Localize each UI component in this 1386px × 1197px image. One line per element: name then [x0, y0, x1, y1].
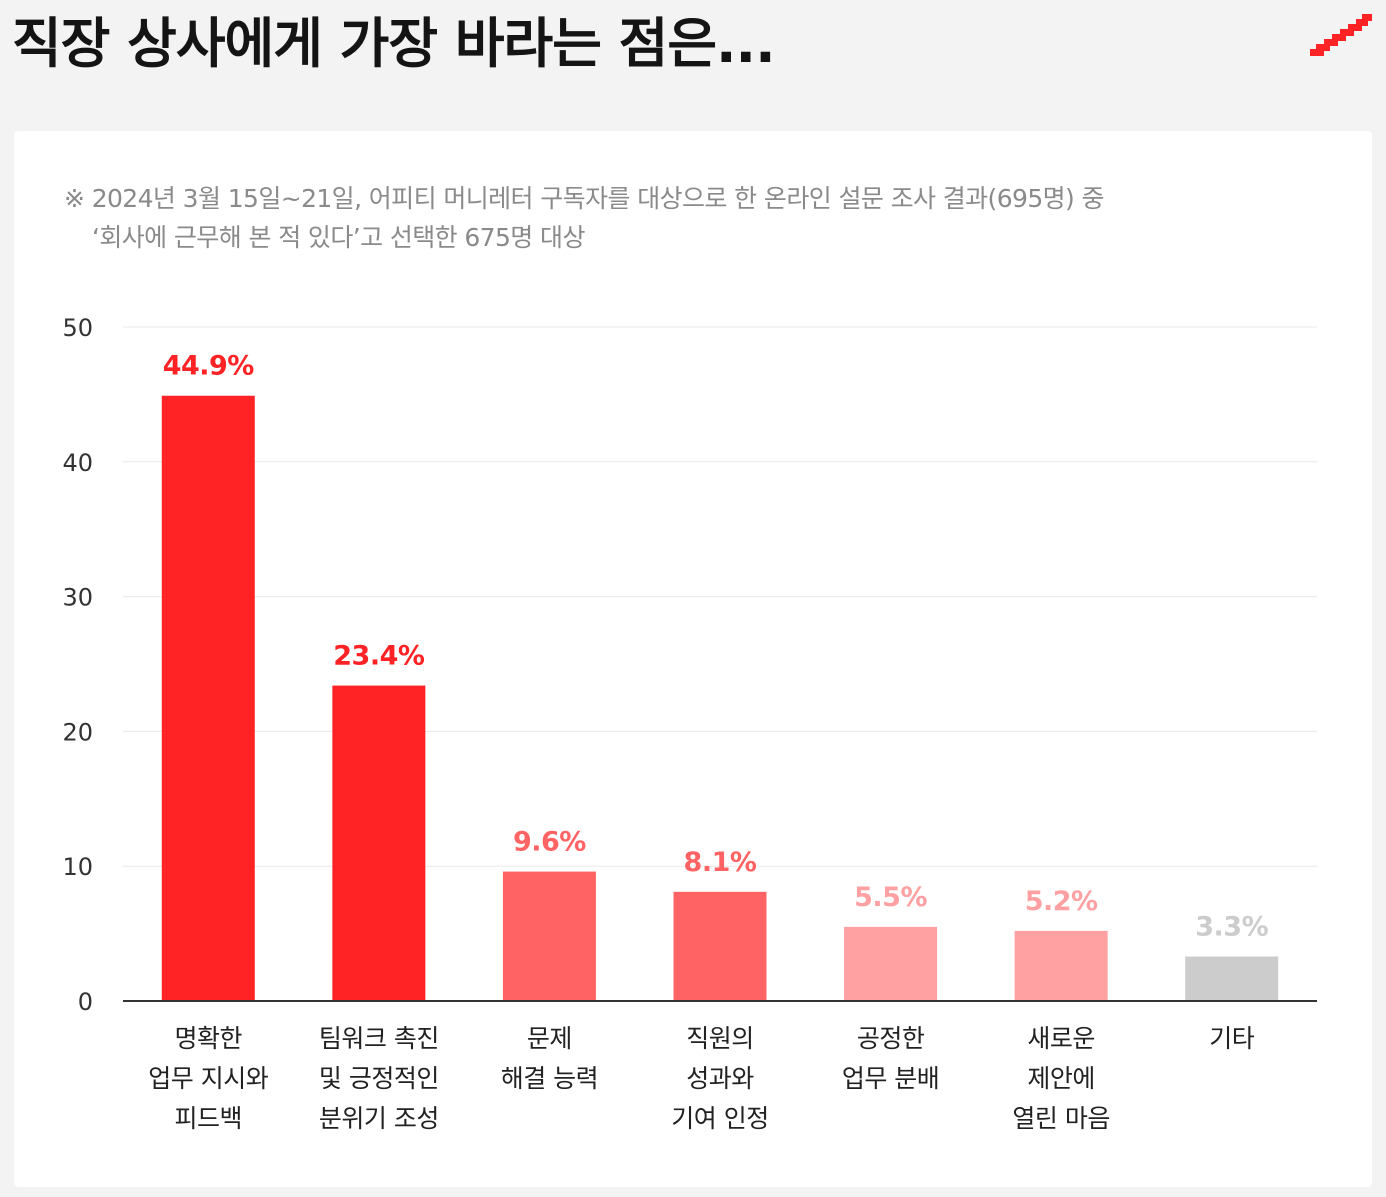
- x-tick-label: 피드백: [175, 1104, 243, 1133]
- x-tick-label: 해결 능력: [501, 1064, 598, 1093]
- x-tick-label: 새로운: [1027, 1024, 1095, 1053]
- y-tick-label: 30: [62, 584, 93, 612]
- x-tick-label: 업무 분배: [842, 1064, 939, 1093]
- x-tick-label: 공정한: [857, 1024, 925, 1053]
- bar: [844, 926, 938, 1001]
- survey-note-line-2: ‘회사에 근무해 본 적 있다’고 선택한 675명 대상: [92, 223, 585, 252]
- bar: [1185, 956, 1279, 1001]
- y-tick-label: 10: [62, 853, 93, 881]
- bar: [1014, 930, 1108, 1001]
- x-tick-label: 명확한: [175, 1024, 243, 1053]
- x-tick-label: 및 긍정적인: [319, 1064, 439, 1093]
- x-tick-label: 분위기 조성: [319, 1104, 439, 1133]
- data-label: 8.1%: [684, 847, 757, 878]
- bar: [161, 395, 255, 1001]
- x-tick-label: 제안에: [1027, 1064, 1095, 1093]
- bar: [502, 871, 596, 1001]
- x-tick-label: 직원의: [686, 1024, 754, 1053]
- y-tick-label: 20: [62, 718, 93, 746]
- y-tick-label: 50: [62, 314, 93, 342]
- bar: [332, 685, 426, 1001]
- x-tick-label: 기여 인정: [671, 1104, 768, 1133]
- x-tick-label: 성과와: [686, 1064, 754, 1093]
- data-label: 3.3%: [1195, 912, 1268, 943]
- survey-note: ※ 2024년 3월 15일~21일, 어피티 머니레터 구독자를 대상으로 한…: [64, 179, 1105, 257]
- chart-title: 직장 상사에게 가장 바라는 점은...: [12, 12, 776, 75]
- data-label: 5.2%: [1025, 886, 1098, 917]
- data-label: 9.6%: [513, 827, 586, 858]
- bar: [673, 891, 767, 1001]
- survey-note-line-1: ※ 2024년 3월 15일~21일, 어피티 머니레터 구독자를 대상으로 한…: [64, 184, 1105, 213]
- x-tick-label: 열린 마음: [1012, 1104, 1109, 1133]
- data-label: 5.5%: [854, 882, 927, 913]
- brand-logo-icon: [1310, 14, 1372, 56]
- x-tick-label: 업무 지시와: [148, 1064, 268, 1093]
- y-tick-label: 0: [78, 988, 93, 1016]
- x-tick-label: 문제: [527, 1024, 572, 1053]
- y-tick-label: 40: [62, 449, 93, 477]
- data-label: 44.9%: [163, 351, 255, 382]
- data-label: 23.4%: [333, 641, 425, 672]
- x-tick-label: 기타: [1209, 1024, 1255, 1053]
- x-tick-label: 팀워크 촉진: [319, 1024, 439, 1053]
